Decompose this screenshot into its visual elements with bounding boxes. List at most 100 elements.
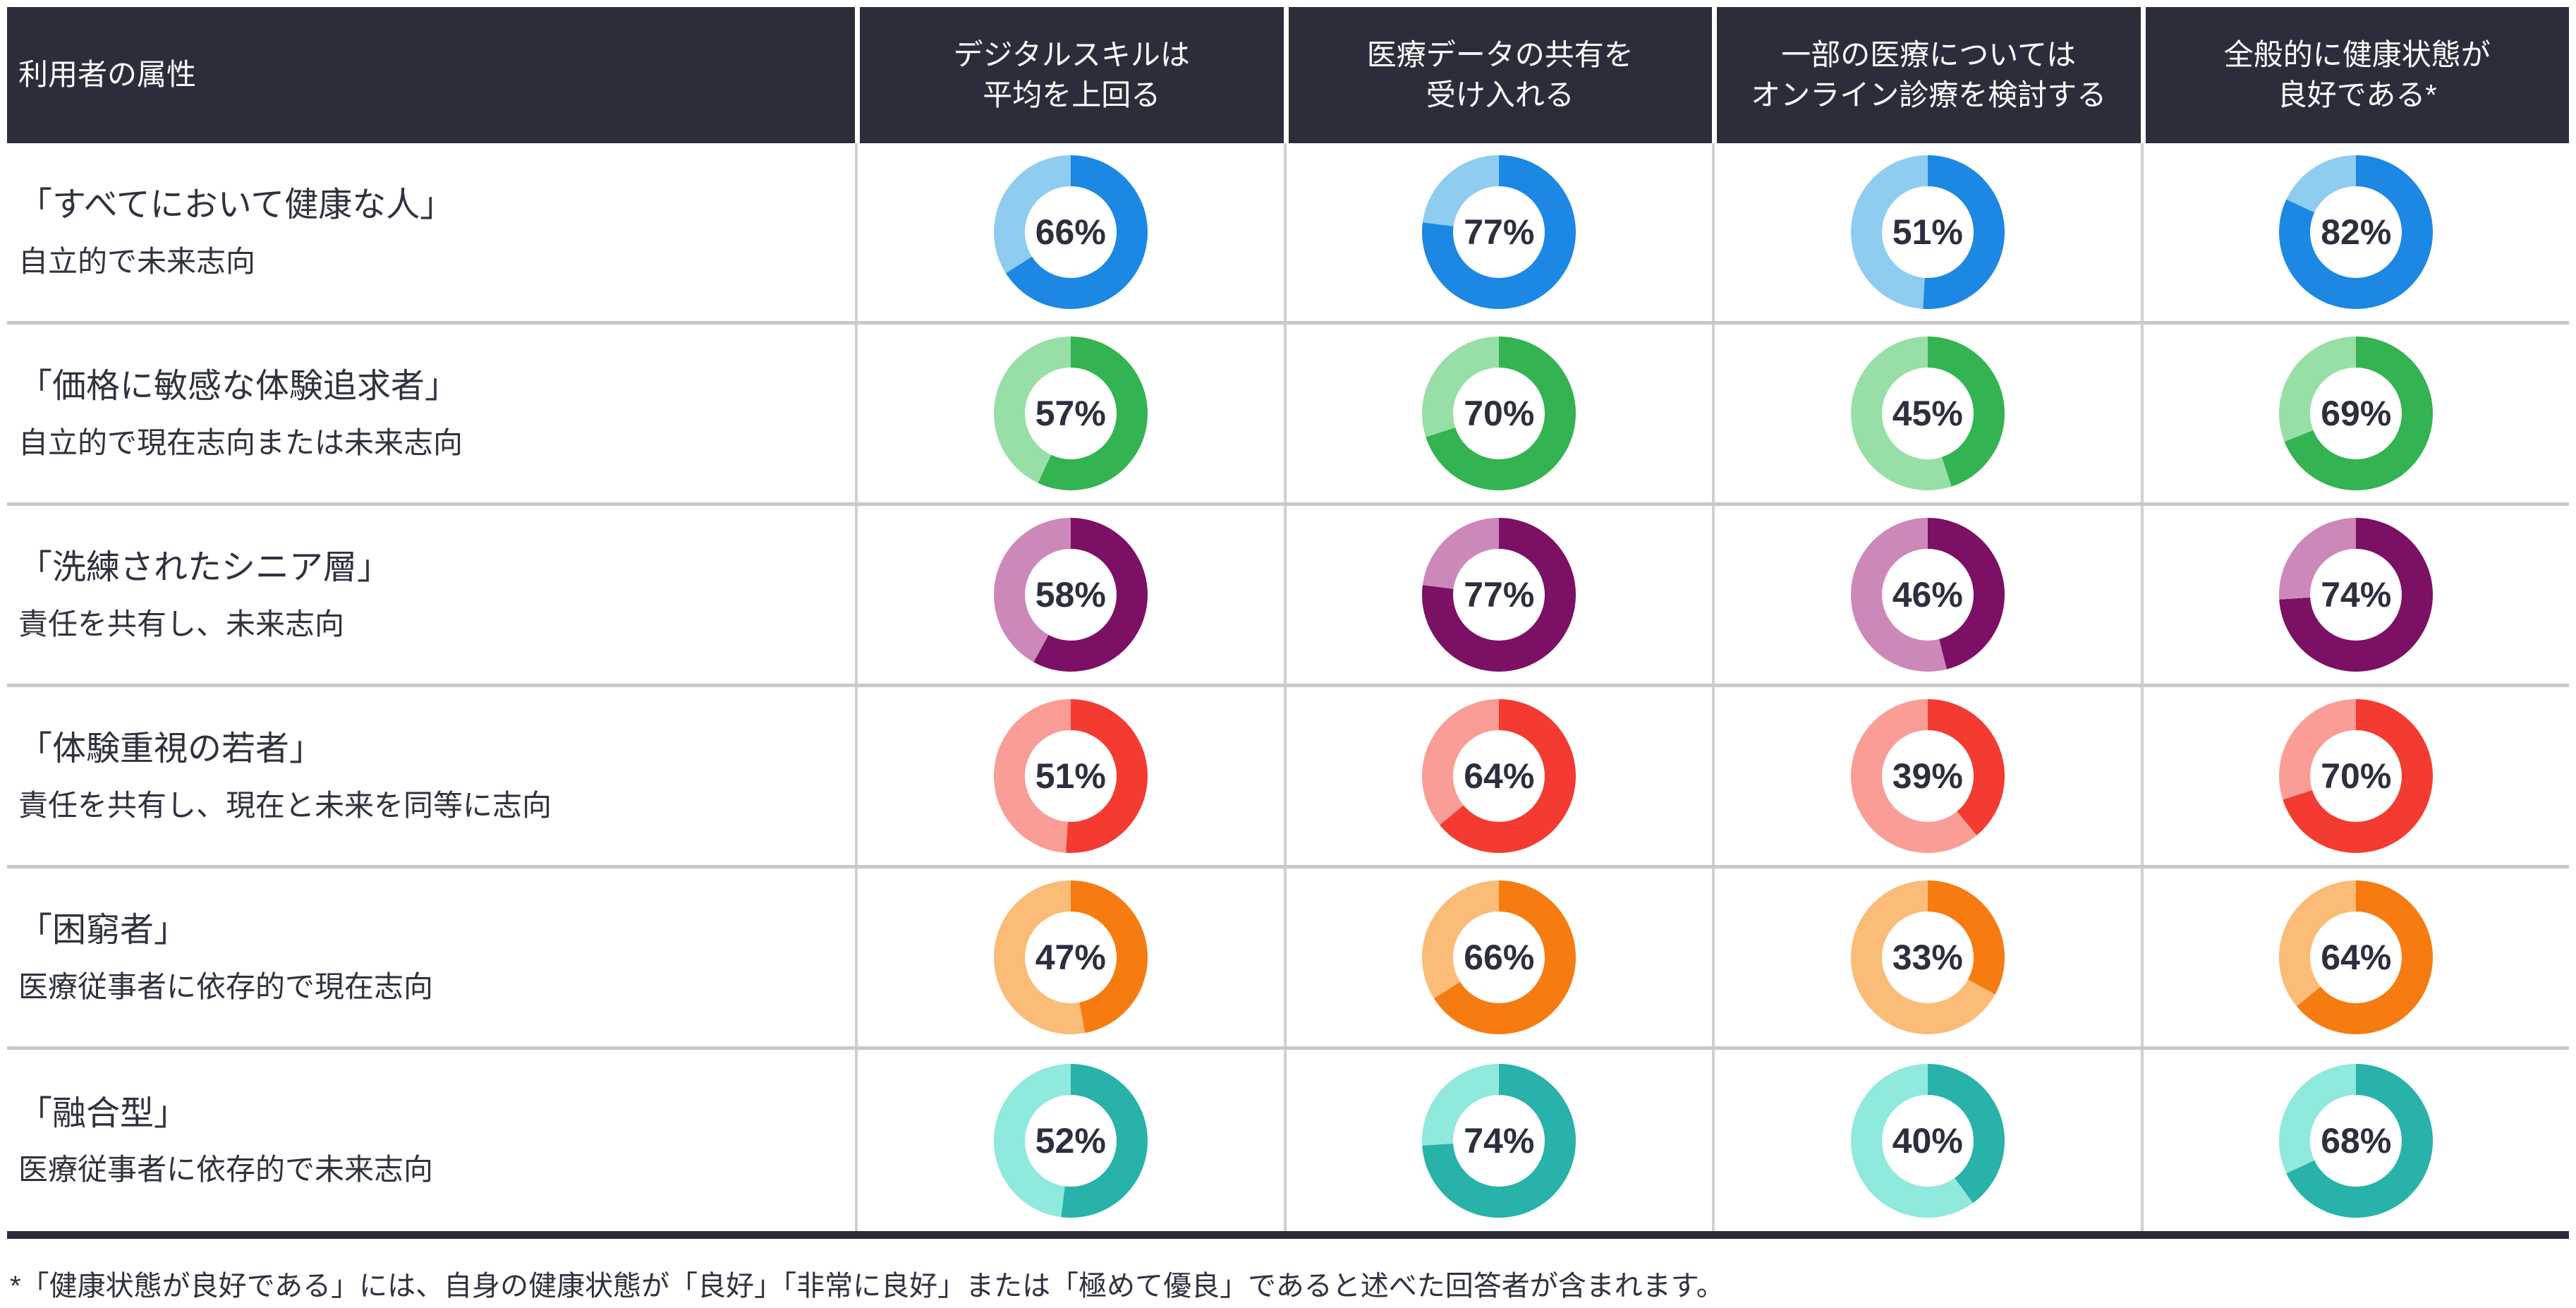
table-body: 「すべてにおいて健康な人」自立的で未来志向 66% 77% 51% 82% 「価格に敏感な… xyxy=(7,143,2569,1231)
donut-value: 58% xyxy=(1035,575,1106,614)
donut-chart: 40% xyxy=(1850,1063,2005,1218)
donut-cell: 77% xyxy=(1283,143,1713,321)
segment-description: 自立的で現在志向または未来志向 xyxy=(18,425,463,459)
donut-chart: 69% xyxy=(2279,337,2434,490)
donut-cell: 39% xyxy=(1712,687,2141,865)
donut-chart: 70% xyxy=(2279,699,2434,853)
donut-value: 52% xyxy=(1035,1120,1106,1161)
donut-chart: 82% xyxy=(2279,155,2434,309)
donut-cell: 74% xyxy=(2140,506,2570,684)
donut-chart: 51% xyxy=(1850,155,2005,309)
segment-description: 責任を共有し、現在と未来を同等に志向 xyxy=(18,788,552,822)
donut-value: 46% xyxy=(1892,575,1963,614)
donut-cell: 47% xyxy=(855,868,1284,1046)
donut-value: 74% xyxy=(1464,1120,1535,1161)
donut-value: 77% xyxy=(1464,212,1535,252)
donut-value: 64% xyxy=(1464,756,1535,796)
segment-label-cell: 「すべてにおいて健康な人」自立的で未来志向 xyxy=(7,143,855,321)
donut-value: 39% xyxy=(1892,756,1963,796)
donut-cell: 46% xyxy=(1712,506,2141,684)
donut-cell: 45% xyxy=(1712,325,2141,502)
segment-label-cell: 「洗練されたシニア層」 責任を共有し、未来志向 xyxy=(7,506,855,684)
donut-chart: 74% xyxy=(1422,1063,1576,1218)
donut-value: 64% xyxy=(2321,938,2392,977)
donut-value: 66% xyxy=(1464,938,1535,977)
table-bottom-border xyxy=(7,1231,2569,1239)
segment-name: 「すべてにおいて健康な人」 xyxy=(18,186,454,224)
donut-chart: 47% xyxy=(993,880,1148,1034)
donut-value: 40% xyxy=(1892,1120,1963,1161)
donut-cell: 40% xyxy=(1712,1050,2141,1231)
segment-name: 「価格に敏感な体験追求者」 xyxy=(18,368,459,405)
donut-chart: 52% xyxy=(993,1063,1148,1218)
donut-cell: 58% xyxy=(855,506,1284,684)
donut-value: 70% xyxy=(1464,394,1535,433)
donut-chart: 77% xyxy=(1422,518,1576,672)
segment-label-cell: 「価格に敏感な体験追求者」 自立的で現在志向または未来志向 xyxy=(7,325,855,502)
donut-cell: 51% xyxy=(855,687,1284,865)
segment-label-cell: 「困窮者」医療従事者に依存的で現在志向 xyxy=(7,868,855,1046)
donut-cell: 51% xyxy=(1712,143,2141,321)
donut-cell: 70% xyxy=(1283,325,1713,502)
segment-description: 自立的で未来志向 xyxy=(18,244,256,278)
segment-name: 「洗練されたシニア層」 xyxy=(18,549,391,586)
donut-cell: 66% xyxy=(1283,868,1713,1046)
donut-value: 69% xyxy=(2321,394,2392,433)
donut-cell: 68% xyxy=(2140,1050,2570,1231)
table-row: 「体験重視の若者」責任を共有し、現在と未来を同等に志向 51% 64% 39% 70% xyxy=(7,687,2569,868)
donut-cell: 69% xyxy=(2140,325,2570,502)
donut-chart: 70% xyxy=(1422,337,1576,490)
donut-chart: 77% xyxy=(1422,155,1576,309)
segment-description: 責任を共有し、未来志向 xyxy=(18,607,345,641)
donut-cell: 74% xyxy=(1283,1050,1713,1231)
donut-chart: 64% xyxy=(1422,699,1576,853)
table-row: 「困窮者」医療従事者に依存的で現在志向 47% 66% 33% 64% xyxy=(7,868,2569,1050)
donut-cell: 57% xyxy=(855,325,1284,502)
segment-name: 「体験重視の若者」 xyxy=(18,730,324,768)
donut-cell: 82% xyxy=(2140,143,2570,321)
donut-value: 45% xyxy=(1892,394,1963,433)
donut-chart: 64% xyxy=(2279,880,2434,1034)
donut-value: 82% xyxy=(2321,212,2392,252)
header-attribute-label: 利用者の属性 xyxy=(18,58,197,92)
donut-chart: 66% xyxy=(993,155,1148,309)
segment-description: 医療従事者に依存的で現在志向 xyxy=(18,969,434,1003)
donut-cell: 66% xyxy=(855,143,1284,321)
donut-cell: 64% xyxy=(1283,687,1713,865)
header-row: 利用者の属性 デジタルスキルは 平均を上回る 医療データの共有を 受け入れる 一部の… xyxy=(7,7,2569,143)
donut-value: 33% xyxy=(1892,938,1963,977)
donut-chart: 39% xyxy=(1850,699,2005,853)
donut-value: 51% xyxy=(1892,212,1963,252)
footnote-text: *「健康状態が良好である」には、自身の健康状態が「良好」「非常に良好」または「極… xyxy=(10,1271,1725,1302)
donut-chart: 66% xyxy=(1422,880,1576,1034)
donut-chart: 57% xyxy=(993,337,1148,490)
donut-chart: 68% xyxy=(2279,1063,2434,1218)
donut-value: 51% xyxy=(1035,756,1106,796)
segments-table: 利用者の属性 デジタルスキルは 平均を上回る 医療データの共有を 受け入れる 一部の… xyxy=(7,7,2569,1239)
table-row: 「洗練されたシニア層」 責任を共有し、未来志向 58% 77% 46% 74% xyxy=(7,506,2569,687)
header-metric-3: 一部の医療については オンライン診療を検討する xyxy=(1712,7,2141,143)
donut-value: 70% xyxy=(2321,756,2392,796)
table-row: 「融合型」医療従事者に依存的で未来志向 52% 74% 40% 68% xyxy=(7,1050,2569,1231)
donut-value: 57% xyxy=(1035,394,1106,433)
segment-label-cell: 「体験重視の若者」責任を共有し、現在と未来を同等に志向 xyxy=(7,687,855,865)
donut-chart: 74% xyxy=(2279,518,2434,672)
donut-cell: 77% xyxy=(1283,506,1713,684)
donut-cell: 52% xyxy=(855,1050,1284,1231)
table-row: 「価格に敏感な体験追求者」 自立的で現在志向または未来志向 57% 70% 45% 69% xyxy=(7,325,2569,506)
donut-cell: 33% xyxy=(1712,868,2141,1046)
segment-description: 医療従事者に依存的で未来志向 xyxy=(18,1153,434,1187)
donut-value: 47% xyxy=(1035,938,1106,977)
donut-cell: 70% xyxy=(2140,687,2570,865)
segment-name: 「困窮者」 xyxy=(18,912,188,949)
segment-name: 「融合型」 xyxy=(18,1094,188,1132)
donut-chart: 33% xyxy=(1850,880,2005,1034)
donut-chart: 46% xyxy=(1850,518,2005,672)
donut-value: 74% xyxy=(2321,575,2392,614)
header-metric-1: デジタルスキルは 平均を上回る xyxy=(855,7,1284,143)
table-row: 「すべてにおいて健康な人」自立的で未来志向 66% 77% 51% 82% xyxy=(7,143,2569,325)
donut-chart: 51% xyxy=(993,699,1148,853)
donut-value: 68% xyxy=(2321,1120,2392,1161)
segment-label-cell: 「融合型」医療従事者に依存的で未来志向 xyxy=(7,1050,855,1231)
